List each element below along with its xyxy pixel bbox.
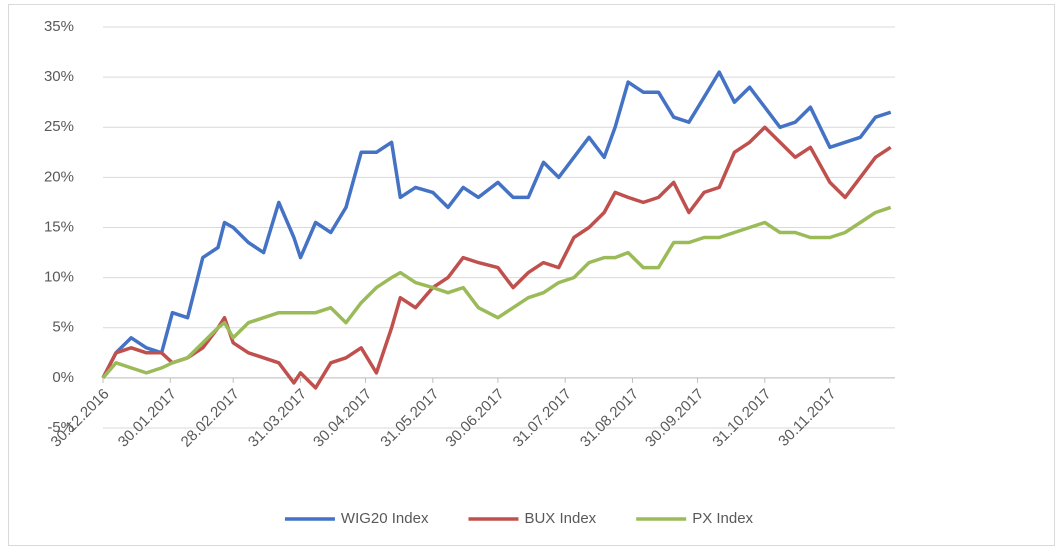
- legend-label: PX Index: [692, 510, 753, 527]
- y-tick-label: -5%: [47, 419, 74, 436]
- y-tick-label: 30%: [44, 68, 74, 85]
- y-tick-label: 15%: [44, 218, 74, 235]
- series-line: [101, 125, 892, 390]
- legend-label: BUX Index: [524, 510, 596, 527]
- y-tick-label: 10%: [44, 269, 74, 286]
- y-tick-label: 0%: [52, 369, 74, 386]
- y-tick-label: 5%: [52, 319, 74, 336]
- series-line: [101, 205, 892, 380]
- y-tick-label: 35%: [44, 18, 74, 35]
- legend-label: WIG20 Index: [341, 510, 429, 527]
- series-line: [101, 70, 892, 379]
- chart-border: [8, 4, 1055, 546]
- y-tick-label: 25%: [44, 118, 74, 135]
- y-tick-label: 20%: [44, 168, 74, 185]
